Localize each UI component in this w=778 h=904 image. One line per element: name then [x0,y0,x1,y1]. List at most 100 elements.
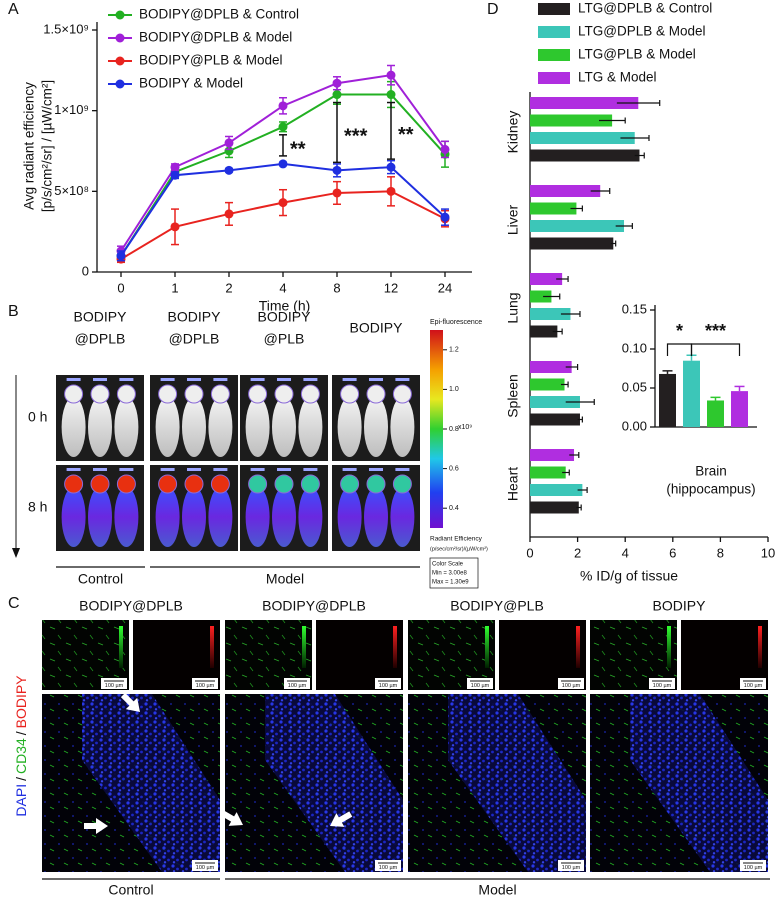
scale-bar-label: 100 µm [471,683,490,689]
mouse-tag [369,468,383,471]
error-bar [610,240,617,247]
mouse-head [392,474,412,494]
x-tick-label: 10 [761,545,775,560]
colorbar-exponent: x10⁹ [458,424,472,431]
mouse-body [337,487,362,547]
y-tick-label: 0.10 [622,340,647,355]
colorbar [430,330,443,528]
bar [530,378,565,391]
point [224,165,234,175]
column-header: @PLB [264,331,305,347]
category-label: Spleen [505,374,521,418]
bar [707,400,724,427]
significance-label: ** [290,139,306,161]
significance-label: *** [344,126,368,148]
bar [530,413,580,426]
x-tick-label: 0 [117,280,124,295]
y-axis-title: Avg radiant efficiency [22,82,37,210]
scale-bar-label: 100 µm [379,865,398,871]
mouse-head [248,384,268,404]
point [278,122,288,132]
mouse-body [61,397,86,457]
channel-label-part: / [13,777,29,781]
bar [530,396,580,408]
legend-label: LTG & Model [578,70,657,85]
nuclei-band [448,694,586,872]
legend-label: LTG@DPLB & Model [578,24,706,39]
point [278,159,288,169]
point [440,144,450,154]
column-header: @DPLB [169,331,220,347]
mouse-body [390,487,415,547]
significance-label: ** [398,124,414,146]
mouse-body [88,397,112,457]
scale-bar-box [192,860,218,871]
row-label: 8 h [28,499,47,515]
point [170,222,180,232]
mouse-head [90,384,110,404]
bar [530,466,566,479]
category-label: Liver [505,204,521,235]
mouse-body [88,487,112,547]
bar [530,149,640,162]
mouse-tag [303,468,318,471]
channel-label-part: CD34 [13,738,29,774]
nuclei-band [265,694,403,872]
point [224,209,234,219]
x-tick-label: 1 [171,280,178,295]
bar [530,114,613,127]
scale-box-line: Min = 3.00e8 [432,571,468,577]
y-tick-label: 5×10⁸ [54,183,89,198]
bar [530,308,571,320]
channel-label: DAPI / CD34 / BODIPY [13,675,29,817]
point [224,138,234,148]
error-bar [565,399,595,405]
scale-bar-box [649,678,675,689]
row-label: 0 h [28,409,47,425]
mouse-tag [250,378,265,381]
x-tick-label: 6 [669,545,676,560]
bar [530,185,601,197]
colorbar-label: Radiant Efficiency [430,536,483,543]
scale-bar-label: 100 µm [196,683,215,689]
scale-bar-label: 100 µm [196,865,215,871]
mouse-tag [277,378,291,381]
significance-bracket [690,343,741,356]
scale-bar-box [740,678,766,689]
column-header: @DPLB [75,331,126,347]
y-axis-title: [p/s/cm²/sr] / [µW/cm²] [40,80,55,212]
mouse-body [298,397,323,457]
error-bar [552,328,563,335]
nuclei-band [630,694,768,872]
x-tick-label: 0 [526,545,533,560]
panel-label: B [8,303,19,320]
legend-label: LTG@PLB & Model [578,47,696,62]
column-header: BODIPY [350,320,404,336]
mouse-body [390,397,415,457]
arrow [84,818,108,834]
error-bar [686,354,697,361]
mouse-tag [160,378,175,381]
point [278,198,288,208]
y-tick-label: 0.05 [622,379,647,394]
intensity-strip [302,626,306,668]
colorbar-tick-label: 1.2 [449,347,459,354]
scale-bar-box [375,678,401,689]
mouse-body [245,487,270,547]
scale-bar-box [375,860,401,871]
mouse-head [90,474,110,494]
legend-marker [115,56,125,66]
bar [530,202,577,215]
colorbar-tick-label: 0.4 [449,505,459,512]
bar [731,391,748,427]
point [116,251,126,261]
legend-swatch [538,49,570,61]
error-bar [543,293,561,300]
intensity-strip [485,626,489,668]
intensity-strip [576,626,580,668]
error-bar [560,381,569,388]
channel-label-part: BODIPY [13,675,29,729]
intensity-strip [758,626,762,668]
error-bar [577,487,588,493]
